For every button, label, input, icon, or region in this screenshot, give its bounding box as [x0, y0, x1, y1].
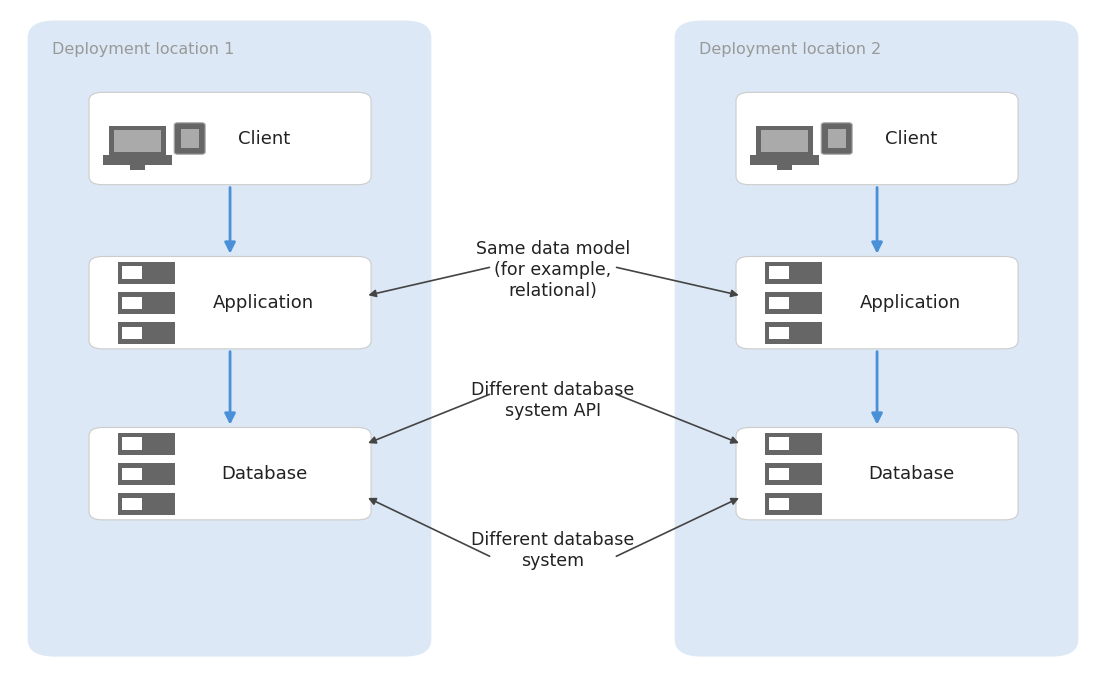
Text: Application: Application — [213, 293, 314, 312]
Text: Application: Application — [860, 293, 961, 312]
Bar — [769, 327, 789, 339]
Text: Client: Client — [238, 129, 290, 148]
FancyBboxPatch shape — [88, 92, 372, 185]
Text: Client: Client — [885, 129, 937, 148]
FancyBboxPatch shape — [737, 92, 1018, 185]
Bar — [117, 462, 175, 484]
Text: Different database
system API: Different database system API — [471, 381, 635, 419]
Bar — [122, 468, 142, 480]
Bar — [827, 129, 845, 148]
FancyBboxPatch shape — [88, 256, 372, 349]
Bar — [776, 165, 792, 170]
Bar — [122, 498, 142, 510]
Bar — [769, 266, 789, 279]
Bar — [769, 438, 789, 450]
Bar — [117, 261, 175, 283]
Bar — [103, 155, 171, 165]
Bar — [117, 432, 175, 454]
Text: Deployment location 1: Deployment location 1 — [52, 42, 234, 57]
FancyBboxPatch shape — [737, 428, 1018, 520]
Bar — [765, 462, 823, 484]
Bar — [765, 261, 823, 283]
Text: Database: Database — [221, 464, 307, 483]
Bar — [122, 266, 142, 279]
Bar — [757, 126, 814, 155]
FancyBboxPatch shape — [821, 123, 852, 155]
Bar — [750, 155, 818, 165]
FancyBboxPatch shape — [88, 428, 372, 520]
Bar — [122, 327, 142, 339]
FancyBboxPatch shape — [28, 21, 431, 657]
Bar — [122, 438, 142, 450]
Bar — [117, 493, 175, 515]
Bar — [769, 498, 789, 510]
Bar — [117, 291, 175, 314]
Bar — [117, 322, 175, 343]
Bar — [765, 322, 823, 343]
Bar — [129, 165, 145, 170]
Text: Database: Database — [868, 464, 954, 483]
FancyBboxPatch shape — [675, 21, 1078, 657]
Bar — [765, 291, 823, 314]
Bar — [108, 126, 166, 155]
Bar — [114, 130, 160, 152]
FancyBboxPatch shape — [174, 123, 205, 155]
Bar — [122, 297, 142, 309]
Text: Same data model
(for example,
relational): Same data model (for example, relational… — [476, 240, 630, 300]
Bar — [765, 493, 823, 515]
Text: Deployment location 2: Deployment location 2 — [699, 42, 881, 57]
Bar — [761, 130, 807, 152]
Bar — [769, 468, 789, 480]
Bar — [765, 432, 823, 454]
Bar — [769, 297, 789, 309]
Bar — [180, 129, 199, 148]
FancyBboxPatch shape — [737, 256, 1018, 349]
Text: Different database
system: Different database system — [471, 531, 635, 570]
